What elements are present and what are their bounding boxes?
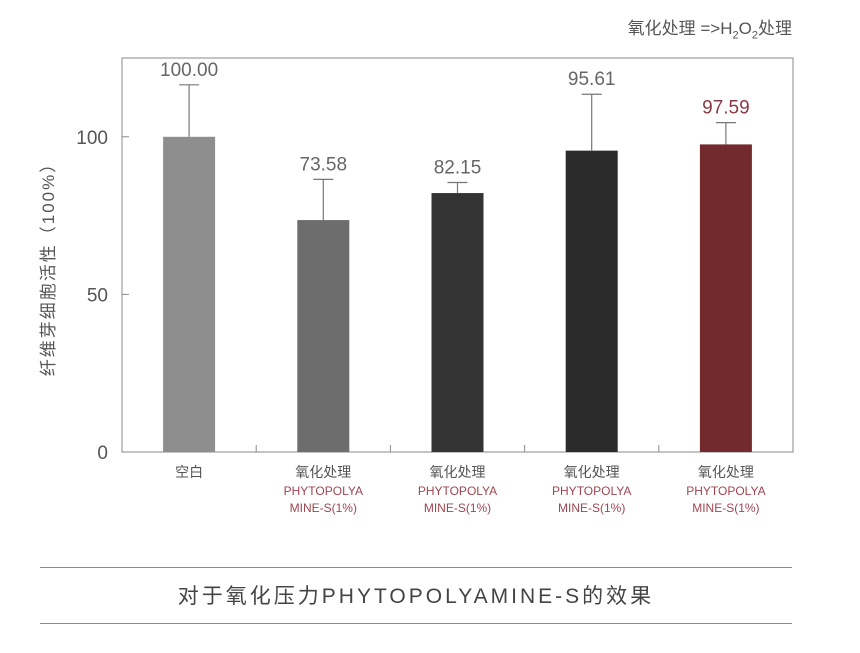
treatment-note: 氧化处理 =>H2O2处理 (628, 14, 792, 41)
treatment-note-prefix: 氧化处理 =>H (627, 19, 733, 38)
x-label-line3: MINE-S(1%) (424, 501, 491, 515)
x-label-line1: 氧化处理 (564, 464, 620, 480)
bar (699, 144, 752, 453)
bar (163, 136, 216, 453)
x-label-line1: 氧化处理 (430, 464, 486, 480)
x-label-line1: 空白 (175, 464, 203, 480)
treatment-note-sub2: 2 (751, 29, 758, 42)
x-label-line2: PHYTOPOLYA (284, 484, 363, 498)
value-labels: 100.00 73.58 82.15 95.61 97.59 (160, 60, 750, 179)
footer-divider-top (40, 567, 792, 568)
bar-chart: 0 50 100 100.00 73.58 82.15 95.61 97.59 空白 氧化处理… (39, 57, 794, 515)
bar (297, 220, 350, 452)
y-axis-label: 纤维芽细胞活性（100%） (39, 154, 58, 376)
x-label-line1: 氧化处理 (295, 464, 351, 480)
x-label-line3: MINE-S(1%) (558, 501, 625, 515)
bar (431, 193, 484, 452)
x-label-line2: PHYTOPOLYA (686, 484, 765, 498)
error-bars (179, 84, 736, 221)
footer-divider-bottom (40, 623, 792, 624)
bars (163, 136, 752, 453)
treatment-note-sub1: 2 (732, 29, 739, 42)
x-label-line3: MINE-S(1%) (692, 501, 759, 515)
x-label-line1: 氧化处理 (698, 464, 754, 480)
x-labels: 空白 氧化处理 PHYTOPOLYA MINE-S(1%) 氧化处理 PHYTOPOLYA… (175, 464, 765, 515)
y-ticks: 0 50 100 (76, 128, 129, 464)
bar (565, 150, 618, 453)
x-label-line2: PHYTOPOLYA (418, 484, 497, 498)
value-label: 82.15 (434, 158, 482, 179)
chart-caption: 对于氧化压力PHYTOPOLYAMINE-S的效果 (177, 585, 655, 608)
y-tick-label: 0 (97, 443, 108, 464)
value-label: 100.00 (160, 60, 218, 81)
value-label: 73.58 (300, 154, 348, 175)
value-label: 95.61 (568, 69, 616, 90)
value-label: 97.59 (702, 98, 750, 119)
x-label-line3: MINE-S(1%) (290, 501, 357, 515)
y-tick-label: 100 (76, 128, 108, 149)
treatment-note-suffix: 处理 (758, 19, 792, 38)
x-label-line2: PHYTOPOLYA (552, 484, 631, 498)
treatment-note-mid: O (738, 19, 752, 38)
y-tick-label: 50 (87, 285, 108, 306)
